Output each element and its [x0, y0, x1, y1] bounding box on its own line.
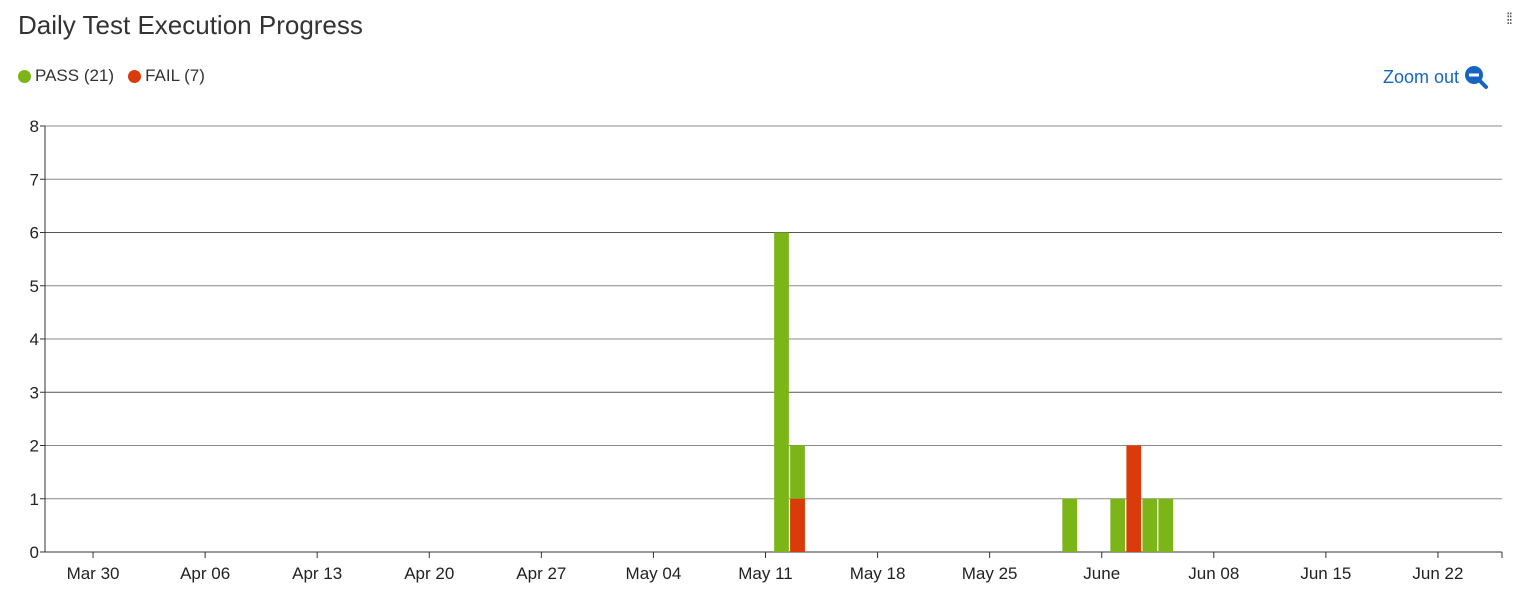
- x-tick-label-1: Apr 06: [180, 564, 230, 583]
- x-tick-label-12: Jun 22: [1412, 564, 1463, 583]
- zoom-out-label: Zoom out: [1383, 66, 1460, 87]
- bar-pass-4: [1142, 498, 1158, 552]
- x-tick-label-6: May 11: [738, 564, 793, 583]
- x-tick-label-3: Apr 20: [404, 564, 454, 583]
- x-tick-label-10: Jun 08: [1188, 564, 1239, 583]
- drag-handle-icon[interactable]: ⁞⁞: [1506, 11, 1513, 28]
- y-tick-label-5: 5: [30, 277, 39, 296]
- x-tick-label-11: Jun 15: [1300, 564, 1351, 583]
- bar-fail-0: [790, 498, 805, 552]
- y-tick-label-7: 7: [30, 170, 39, 189]
- y-tick-label-4: 4: [30, 330, 39, 349]
- y-tick-label-8: 8: [30, 117, 39, 136]
- legend-fail-dot: [128, 69, 142, 83]
- x-tick-label-0: Mar 30: [67, 564, 120, 583]
- x-tick-label-9: June: [1083, 564, 1120, 583]
- legend-item-fail[interactable]: FAIL (7): [128, 66, 205, 86]
- bar-pass-3: [1110, 498, 1126, 552]
- x-tick-label-8: May 25: [962, 564, 1018, 583]
- x-tick-label-7: May 18: [850, 564, 906, 583]
- y-tick-label-3: 3: [30, 383, 39, 402]
- chart-title: Daily Test Execution Progress: [18, 10, 363, 40]
- chart-legend: PASS (21) FAIL (7): [18, 66, 219, 86]
- x-tick-label-2: Apr 13: [292, 564, 342, 583]
- legend-pass-dot: [18, 69, 31, 83]
- x-tick-label-5: May 04: [626, 564, 682, 583]
- zoom-out-icon: [1465, 66, 1489, 89]
- legend-fail-label: FAIL (7): [145, 66, 205, 85]
- bar-fail-1: [1126, 445, 1142, 552]
- y-tick-label-6: 6: [30, 224, 39, 243]
- x-tick-label-4: Apr 27: [516, 564, 566, 583]
- y-tick-label-2: 2: [30, 437, 39, 456]
- bar-pass-0: [774, 232, 789, 552]
- y-tick-label-0: 0: [30, 543, 39, 562]
- legend-item-pass[interactable]: PASS (21): [18, 66, 114, 86]
- bar-pass-5: [1158, 498, 1174, 552]
- legend-pass-label: PASS (21): [35, 66, 115, 85]
- zoom-out-button[interactable]: Zoom out: [1383, 64, 1489, 90]
- bar-pass-2: [1062, 498, 1078, 552]
- y-tick-label-1: 1: [30, 490, 39, 509]
